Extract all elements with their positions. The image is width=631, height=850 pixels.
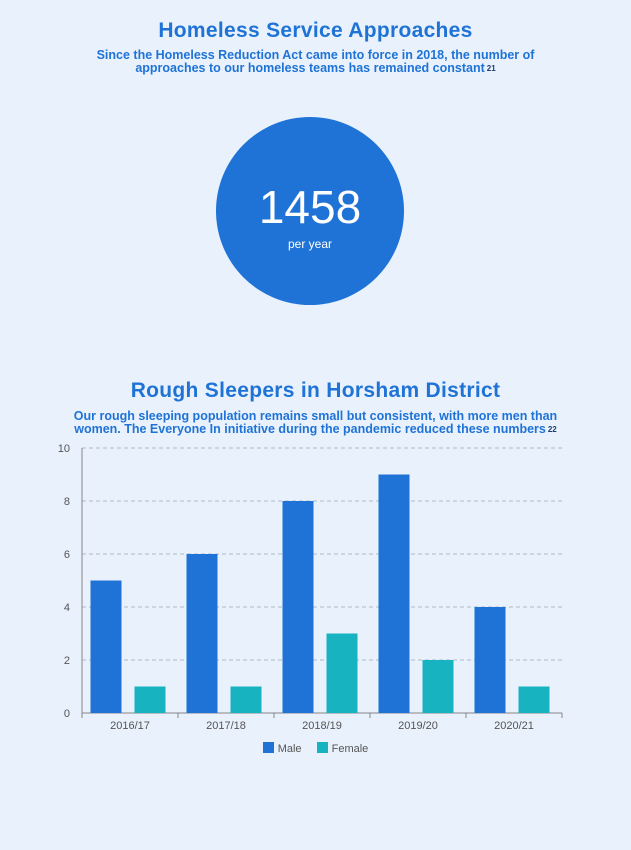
subtitle-line-2-text: women. The Everyone In initiative during… <box>74 422 546 436</box>
approaches-stat-circle: 1458 per year <box>216 117 404 305</box>
subtitle-line-1: Since the Homeless Reduction Act came in… <box>96 48 535 62</box>
approaches-stat-value: 1458 <box>258 181 362 233</box>
x-tick-label: 2016/17 <box>110 720 150 732</box>
y-tick-label: 4 <box>64 602 70 614</box>
bar-male-2016-17 <box>90 580 122 713</box>
footnote-ref: 22 <box>547 425 557 434</box>
bar-female-2019-20 <box>422 660 454 713</box>
bar-male-2018-19 <box>282 501 314 713</box>
bar-male-2020-21 <box>474 607 506 713</box>
x-tick-label: 2019/20 <box>398 720 438 732</box>
legend-swatch-female <box>316 742 328 753</box>
x-tick-label: 2017/18 <box>206 720 246 732</box>
rough-sleepers-bar-chart: 0 2 4 6 8 10 2016/17 2017/18 2018/19 2019/20 2020/… <box>58 443 563 732</box>
y-tick-label: 6 <box>64 549 70 561</box>
legend-item-male: Male <box>262 742 302 755</box>
bar-male-2019-20 <box>378 474 410 713</box>
subtitle-line-2: women. The Everyone In initiative during… <box>60 423 571 436</box>
homeless-approaches-title: Homeless Service Approaches <box>158 19 473 42</box>
bar-male-2017-18 <box>186 554 218 713</box>
subtitle-line-2-text: approaches to our homeless teams has rem… <box>135 61 485 75</box>
rough-sleepers-title: Rough Sleepers in Horsham District <box>130 379 501 402</box>
y-tick-label: 10 <box>58 443 70 455</box>
subtitle-line-2: approaches to our homeless teams has rem… <box>60 62 571 75</box>
bar-female-2018-19 <box>326 633 358 713</box>
footnote-ref: 21 <box>486 64 496 73</box>
y-tick-label: 0 <box>64 708 70 720</box>
y-tick-label: 2 <box>64 655 70 667</box>
legend-item-female: Female <box>316 742 369 755</box>
x-tick-label: 2020/21 <box>494 720 534 732</box>
x-tick-label: 2018/19 <box>302 720 342 732</box>
legend-label-male: Male <box>277 743 302 755</box>
approaches-stat-unit: per year <box>287 237 333 251</box>
subtitle-line-1: Our rough sleeping population remains sm… <box>73 409 558 423</box>
bar-female-2020-21 <box>518 686 550 713</box>
chart-legend: Male Female <box>0 742 631 755</box>
y-tick-label: 8 <box>64 496 70 508</box>
bar-female-2016-17 <box>134 686 166 713</box>
legend-swatch-male <box>262 742 274 753</box>
bar-female-2017-18 <box>230 686 262 713</box>
rough-sleepers-subtitle: Our rough sleeping population remains sm… <box>60 410 571 436</box>
homeless-approaches-subtitle: Since the Homeless Reduction Act came in… <box>60 49 571 75</box>
legend-label-female: Female <box>331 743 369 755</box>
